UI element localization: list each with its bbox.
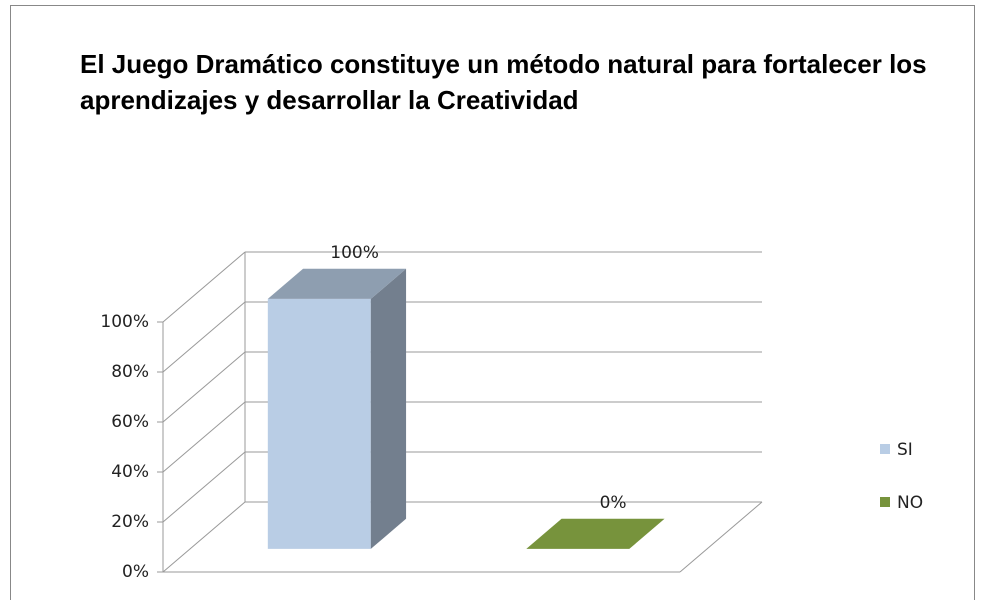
y-tick-label: 20% [111,512,149,532]
bar-top [267,268,407,299]
y-tick-label: 40% [111,462,149,482]
legend-swatch [880,444,890,454]
bar-front [267,298,371,549]
y-tick-label: 80% [111,362,149,382]
grid-line [162,451,246,523]
frame [10,5,975,600]
grid-line [162,251,246,323]
grid-line [162,401,246,473]
grid-line [162,301,246,373]
bar-top [526,518,665,549]
chart-title: El Juego Dramático constituye un método … [80,49,927,115]
grid-line [162,501,246,573]
floor-edge [679,501,763,573]
y-tick-label: 100% [100,312,149,332]
value-label: 0% [600,493,627,513]
legend-swatch [880,497,890,507]
legend-label: NO [897,493,923,513]
legend-label: SI [897,440,913,460]
bar-side [370,268,407,549]
value-label: 100% [330,243,379,263]
grid-line [162,351,246,423]
y-tick-label: 0% [122,562,149,582]
y-tick-label: 60% [111,412,149,432]
